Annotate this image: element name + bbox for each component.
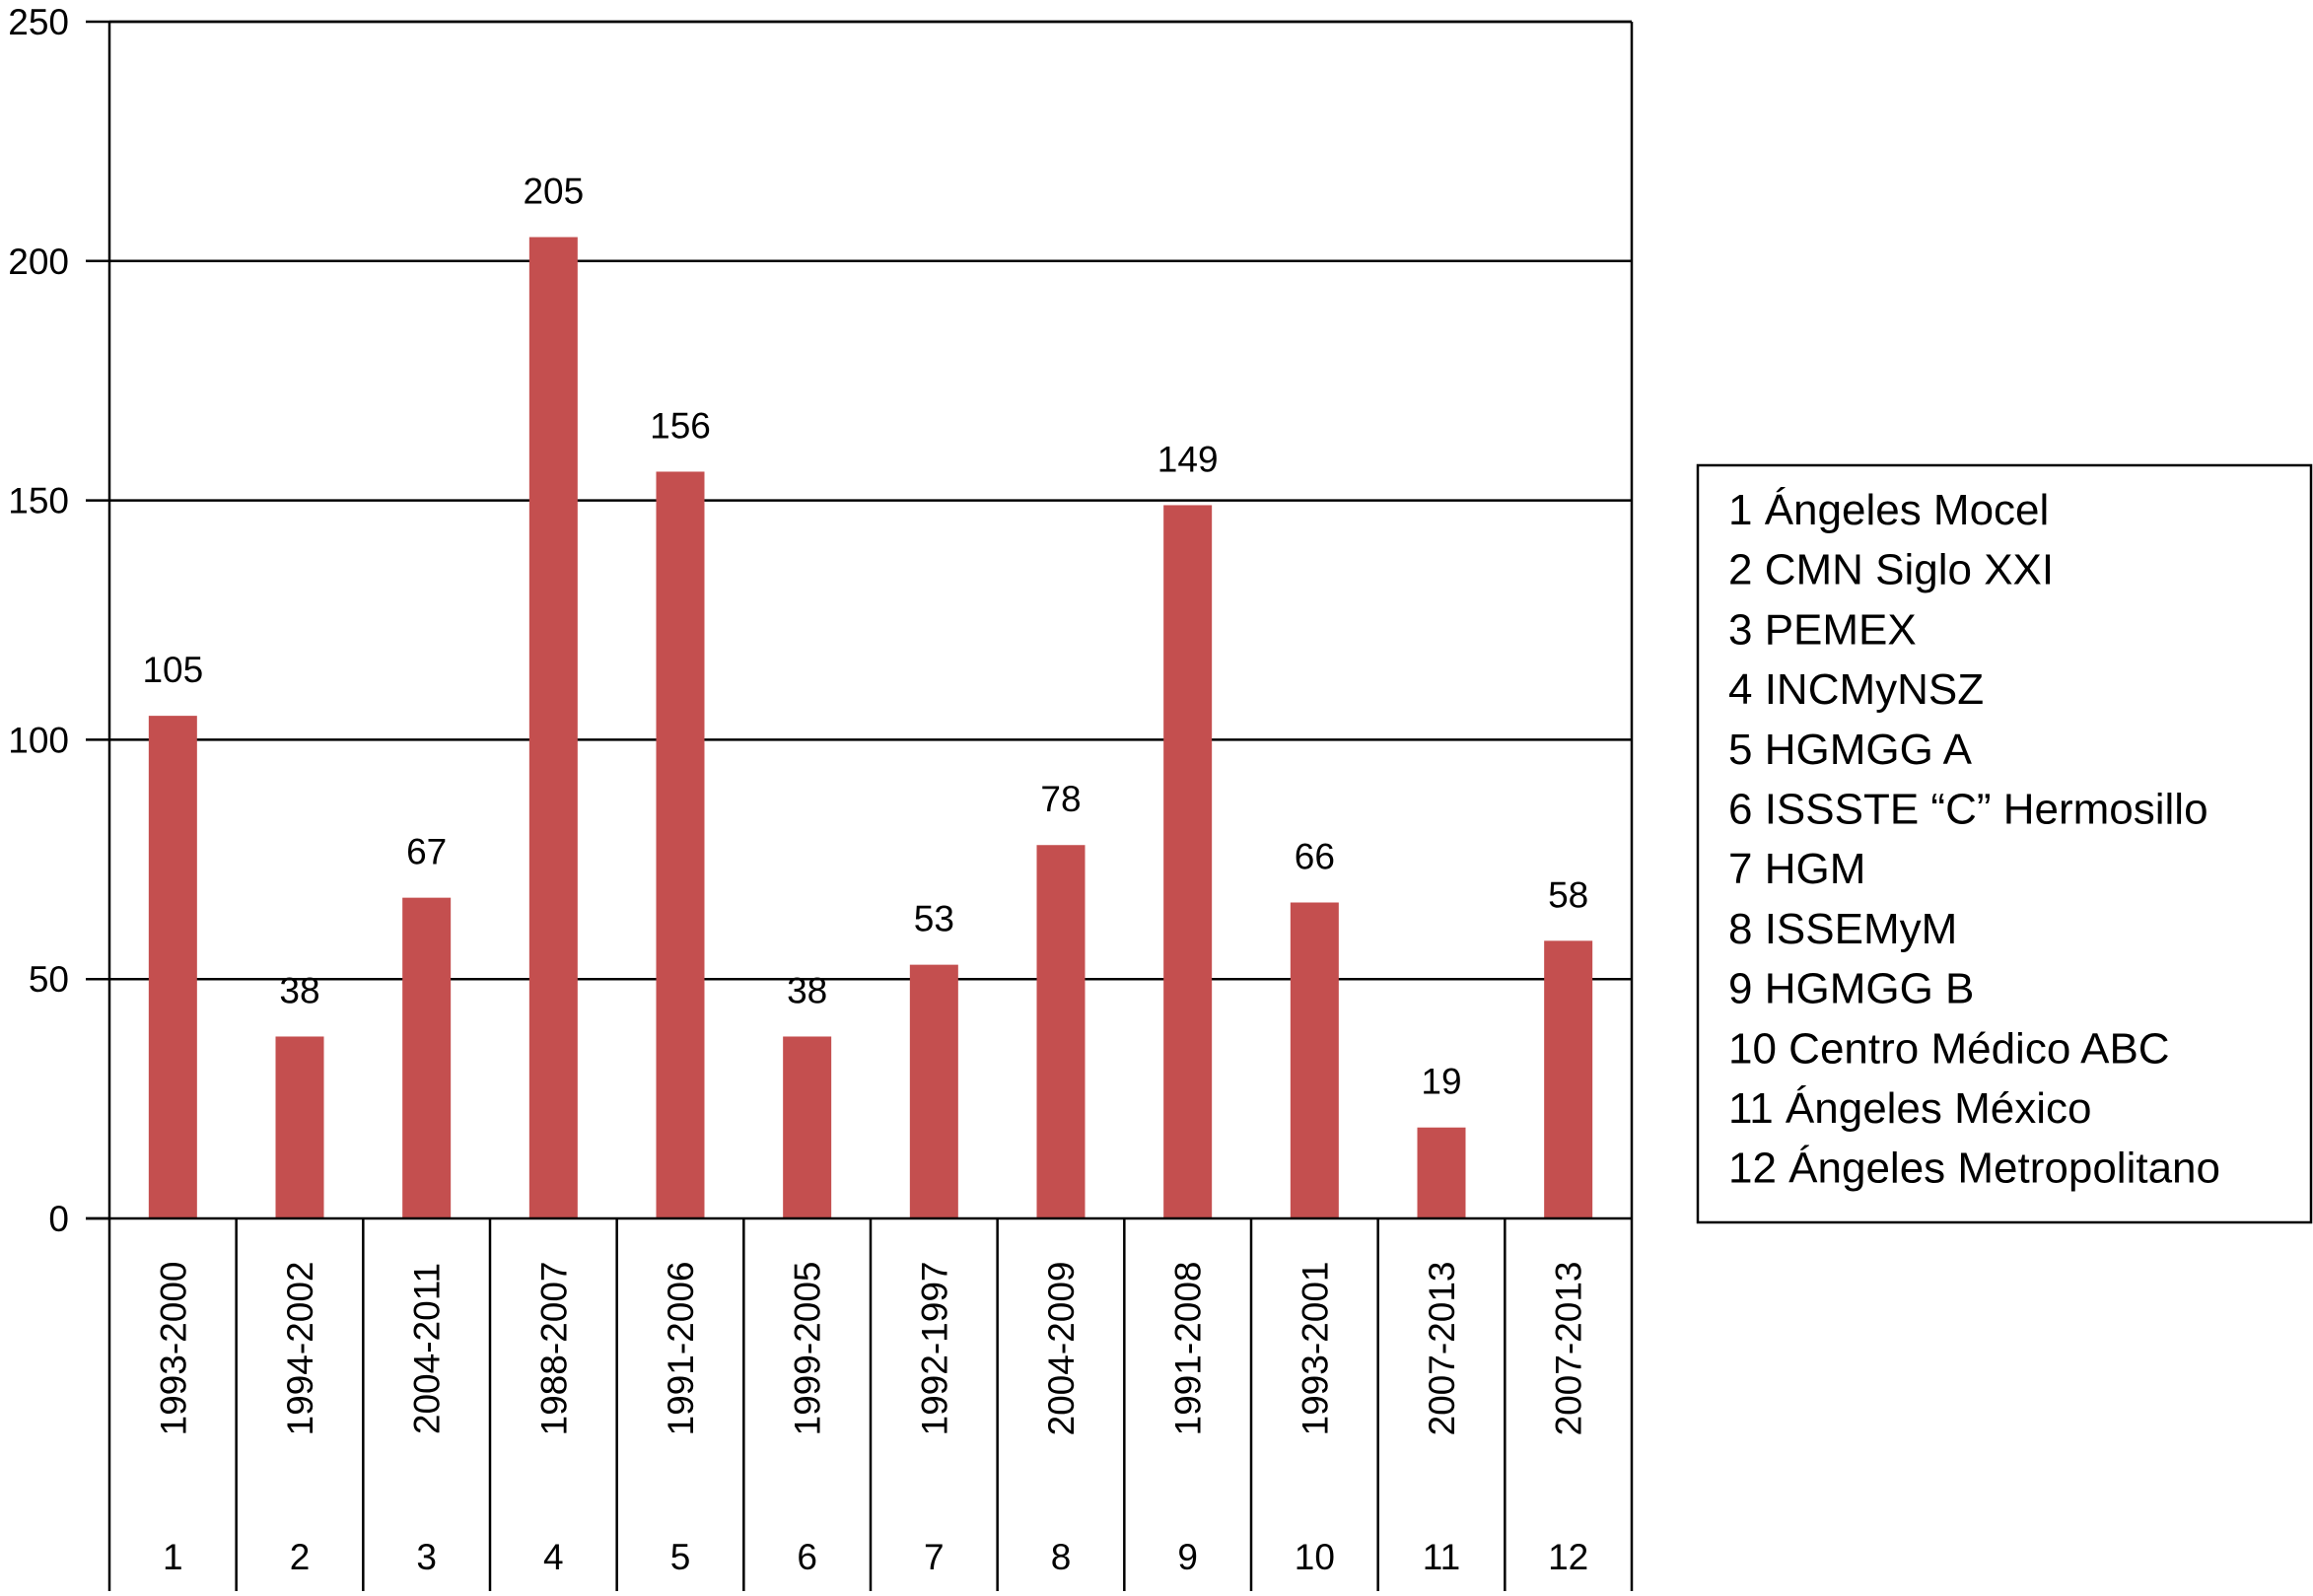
bar-1 [148, 716, 197, 1218]
category-label-7: 7 [924, 1537, 945, 1577]
category-label-2: 2 [290, 1537, 311, 1577]
data-label-3: 67 [406, 832, 447, 872]
category-label-12: 12 [1548, 1537, 1588, 1577]
data-label-12: 58 [1548, 874, 1588, 915]
bar-11 [1417, 1127, 1466, 1218]
period-label-10: 1993-2001 [1295, 1262, 1335, 1436]
data-label-9: 149 [1157, 439, 1219, 479]
labels-layer: 0501001502002501053867205156385378149661… [8, 2, 1588, 1577]
category-label-6: 6 [797, 1537, 817, 1577]
bar-4 [528, 237, 578, 1218]
bar-7 [909, 964, 958, 1218]
legend-entry-12: 12 Ángeles Metropolitano [1728, 1145, 2220, 1193]
legend-entry-10: 10 Centro Médico ABC [1728, 1024, 2170, 1073]
legend-entry-6: 6 ISSSTE “C” Hermosillo [1728, 786, 2208, 834]
legend-entry-5: 5 HGMGG A [1728, 726, 1973, 774]
category-label-5: 5 [670, 1537, 691, 1577]
category-label-11: 11 [1423, 1537, 1460, 1577]
bar-12 [1544, 940, 1593, 1218]
period-label-11: 2007-2013 [1422, 1262, 1462, 1436]
y-tick-label: 200 [8, 242, 69, 282]
data-label-5: 156 [650, 405, 711, 446]
y-tick-label: 150 [8, 481, 69, 521]
bar-5 [656, 471, 705, 1218]
bar-10 [1290, 902, 1339, 1218]
bar-3 [402, 897, 452, 1218]
data-label-6: 38 [787, 970, 827, 1010]
legend-entry-1: 1 Ángeles Mocel [1728, 486, 2049, 534]
period-label-7: 1992-1997 [914, 1262, 954, 1436]
legend-entry-9: 9 HGMGG B [1728, 965, 1974, 1013]
y-tick-label: 50 [29, 959, 69, 1000]
bars-layer [148, 237, 1593, 1218]
period-label-12: 2007-2013 [1549, 1262, 1589, 1436]
data-label-4: 205 [523, 172, 584, 212]
data-label-10: 66 [1295, 837, 1335, 877]
period-label-5: 1991-2006 [661, 1262, 701, 1436]
period-label-8: 2004-2009 [1041, 1262, 1082, 1436]
legend-entry-8: 8 ISSEMyM [1728, 905, 1957, 953]
legend-box [1696, 463, 2313, 1224]
category-label-3: 3 [416, 1537, 437, 1577]
legend-entry-4: 4 INCMyNSZ [1728, 665, 1984, 714]
y-tick-label: 250 [8, 2, 69, 42]
legend: 1 Ángeles Mocel 2 CMN Siglo XXI 3 PEMEX 4 I… [1696, 463, 2313, 1224]
y-tick-label: 100 [8, 720, 69, 760]
period-label-4: 1988-2007 [533, 1262, 574, 1436]
period-label-2: 1994-2002 [280, 1262, 320, 1436]
period-label-6: 1999-2005 [788, 1262, 828, 1436]
category-label-1: 1 [163, 1537, 183, 1577]
bar-6 [783, 1036, 832, 1218]
bar-2 [275, 1036, 324, 1218]
category-label-8: 8 [1051, 1537, 1072, 1577]
legend-entry-2: 2 CMN Siglo XXI [1728, 546, 2054, 594]
period-label-3: 2004-2011 [407, 1263, 448, 1434]
category-label-9: 9 [1177, 1537, 1198, 1577]
data-label-11: 19 [1421, 1062, 1461, 1102]
data-label-2: 38 [279, 970, 319, 1010]
category-label-4: 4 [543, 1537, 564, 1577]
period-label-1: 1993-2000 [153, 1262, 193, 1436]
category-label-10: 10 [1295, 1537, 1335, 1577]
bar-9 [1163, 505, 1213, 1218]
legend-entry-7: 7 HGM [1728, 845, 1865, 893]
data-label-1: 105 [142, 650, 203, 690]
y-tick-label: 0 [48, 1199, 69, 1239]
legend-entry-11: 11 Ángeles México [1728, 1084, 2092, 1133]
axes-layer [86, 20, 1634, 1591]
grid-layer [109, 20, 1632, 981]
data-label-7: 53 [914, 899, 954, 939]
bar-8 [1036, 845, 1086, 1218]
legend-entry-3: 3 PEMEX [1728, 605, 1917, 654]
period-label-9: 1991-2008 [1168, 1262, 1209, 1436]
data-label-8: 78 [1040, 779, 1081, 819]
